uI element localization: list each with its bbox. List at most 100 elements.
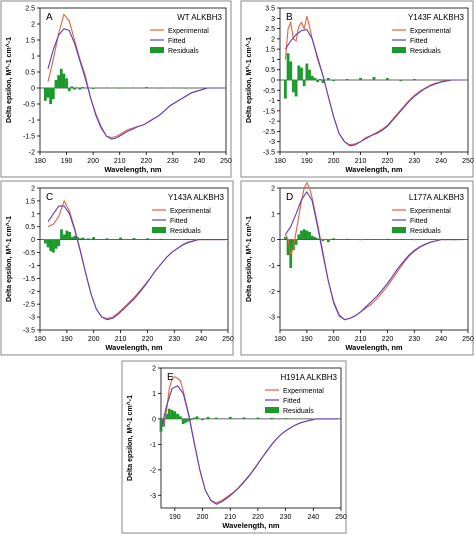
x-tick-label: 210 [224, 514, 236, 521]
legend-swatch-residuals [392, 227, 406, 233]
y-tick-label: 2 [152, 366, 156, 373]
y-tick-label: 1.5 [25, 198, 35, 205]
legend-label-residuals: Residuals [283, 408, 314, 415]
y-tick-label: 0 [271, 237, 275, 244]
y-axis-label: Delta epsilon, M^-1 cm^-1 [245, 37, 253, 123]
y-tick-label: -2 [29, 289, 35, 296]
residual-bar [49, 88, 53, 104]
residual-bar [359, 239, 362, 241]
y-tick-label: 0 [31, 237, 35, 244]
y-tick-label: -2.5 [23, 302, 35, 309]
residual-bar [144, 87, 148, 88]
x-tick-label: 230 [168, 336, 180, 343]
legend-label-fitted: Fitted [170, 218, 188, 225]
y-tick-label: 1.5 [265, 47, 275, 54]
residual-bar [412, 239, 416, 241]
residual-bar [62, 73, 66, 88]
y-tick-label: -1 [29, 263, 35, 270]
x-tick-label: 220 [382, 336, 394, 343]
residual-bar [184, 418, 188, 423]
chart-panel-b: 3.5 3 2.5 2 1.5 1 0.5 0 -0.5 -1 -1.5 -2 -2.5 -3 -3.5 18… [240, 0, 474, 178]
residual-bar [332, 80, 336, 82]
panel-title: WT ALKBH3 [177, 13, 222, 22]
residual-bar [386, 77, 389, 80]
residual-bar [321, 80, 325, 84]
residual-bar [308, 69, 311, 80]
residual-bar [51, 88, 55, 100]
x-tick-label: 190 [169, 514, 181, 521]
residual-bar [313, 77, 317, 80]
residual-bar [52, 239, 55, 253]
x-tick-label: 180 [34, 158, 46, 165]
legend-label-experimental: Experimental [168, 28, 209, 35]
y-tick-label: -3 [150, 493, 156, 500]
panel-letter: C [46, 192, 53, 203]
residual-bar [313, 237, 317, 240]
residual-bar [297, 234, 301, 240]
residual-bar [289, 61, 293, 80]
y-tick-label: -0.5 [23, 102, 35, 109]
y-tick-label: -3.5 [23, 328, 35, 335]
residual-bar [316, 238, 319, 240]
residual-bar [256, 417, 260, 419]
legend-label-residuals: Residuals [168, 48, 199, 55]
legend-label-fitted: Fitted [283, 398, 301, 405]
panel-title: H191A ALKBH3 [281, 373, 338, 382]
x-tick-label: 200 [197, 514, 209, 521]
x-tick-label: 210 [114, 158, 126, 165]
y-tick-label: 1 [271, 211, 275, 218]
residual-bar [186, 239, 190, 240]
y-tick-label: 2 [271, 36, 275, 43]
x-tick-label: 190 [301, 158, 313, 165]
y-tick-label: -0.5 [23, 250, 35, 257]
residual-bar [70, 237, 74, 240]
residual-bar [345, 238, 349, 240]
residual-bar [326, 77, 330, 80]
y-tick-label: -1 [269, 98, 275, 105]
residual-bar [73, 88, 76, 90]
residual-bar [105, 87, 108, 88]
y-tick-label: 1 [271, 57, 275, 64]
residual-bar [386, 238, 389, 240]
residual-bar [81, 87, 84, 88]
residual-bar [73, 235, 77, 240]
legend-label-fitted: Fitted [410, 218, 428, 225]
x-tick-label: 220 [252, 514, 264, 521]
legend-label-experimental: Experimental [283, 388, 324, 395]
fitted-line [47, 28, 224, 140]
x-tick-label: 180 [34, 336, 46, 343]
residual-bar [399, 239, 403, 240]
experimental-line [47, 199, 226, 319]
residual-bar [298, 418, 301, 419]
panel-frame [0, 180, 234, 356]
panel-letter: E [167, 372, 174, 383]
fitted-line [284, 190, 463, 321]
residual-bar [167, 408, 171, 419]
y-tick-label: 2 [31, 22, 35, 29]
legend-swatch-residuals [152, 227, 166, 233]
panel-title: L177A ALKBH3 [409, 193, 465, 202]
y-axis-label: Delta epsilon, M^-1 cm^-1 [5, 216, 13, 302]
legend-label-experimental: Experimental [410, 28, 451, 35]
y-tick-label: -1 [150, 442, 156, 449]
residual-bar [318, 78, 322, 80]
residual-bar [62, 234, 66, 240]
x-tick-label: 250 [462, 158, 474, 165]
y-tick-label: 3.5 [265, 6, 275, 13]
residual-bar [292, 80, 295, 93]
x-tick-label: 240 [195, 336, 207, 343]
residual-bar [284, 418, 288, 419]
panel-letter: A [46, 12, 53, 23]
y-tick-label: -1.5 [263, 108, 275, 115]
experimental-line [160, 376, 339, 504]
residual-bar [49, 239, 53, 252]
residual-bar [326, 239, 330, 243]
residual-bar [70, 86, 74, 88]
residual-bar [372, 239, 376, 240]
x-axis-label: Wavelength, nm [104, 165, 162, 174]
plot-area [160, 367, 342, 509]
y-tick-label: -3.5 [263, 150, 275, 157]
residual-bar [92, 237, 96, 240]
x-tick-label: 180 [274, 158, 286, 165]
residual-bar [75, 87, 79, 88]
